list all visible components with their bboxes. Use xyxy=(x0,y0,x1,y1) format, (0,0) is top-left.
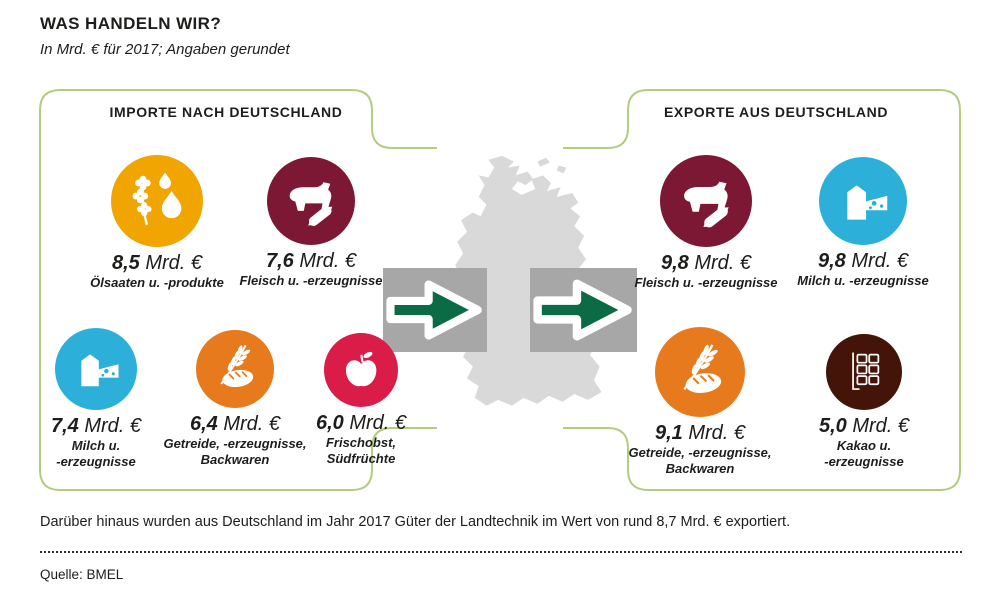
item-value: 6,0 Mrd. € xyxy=(315,412,407,434)
import-item-getreide: 6,4 Mrd. € Getreide, -erzeugnisse, Backwa… xyxy=(135,330,335,468)
milk-cheese-icon xyxy=(819,157,907,245)
item-value: 7,6 Mrd. € xyxy=(265,250,357,272)
item-value: 9,1 Mrd. € xyxy=(654,422,746,444)
item-label: Fleisch u. -erzeugnisse xyxy=(239,273,383,288)
export-arrow-band xyxy=(530,268,637,352)
export-item-fleisch: 9,8 Mrd. € Fleisch u. -erzeugnisse xyxy=(606,155,806,291)
item-value: 7,4 Mrd. € xyxy=(50,415,142,437)
wheat-bread-icon xyxy=(196,330,274,408)
oilseed-drops-icon xyxy=(111,155,203,247)
import-item-frischobst: 6,0 Mrd. € Frischobst, Südfrüchte xyxy=(291,333,431,467)
chocolate-icon xyxy=(826,334,902,410)
item-label: Milch u. -erzeugnisse xyxy=(797,273,929,288)
export-item-getreide: 9,1 Mrd. € Getreide, -erzeugnisse, Backwa… xyxy=(595,327,805,477)
page-title: WAS HANDELN WIR? xyxy=(40,14,222,33)
item-label: Milch u. -erzeugnisse xyxy=(56,438,136,469)
import-arrow-band xyxy=(383,268,487,352)
cattle-sausage-icon xyxy=(660,155,752,247)
import-item-fleisch: 7,6 Mrd. € Fleisch u. -erzeugnisse xyxy=(216,157,406,289)
source-text: Quelle: BMEL xyxy=(40,567,124,582)
import-item-oelsaaten: 8,5 Mrd. € Ölsaaten u. -produkte xyxy=(57,155,257,291)
export-item-milch: 9,8 Mrd. € Milch u. -erzeugnisse xyxy=(768,157,958,289)
exports-header: EXPORTE AUS DEUTSCHLAND xyxy=(663,104,889,120)
milk-cheese-icon xyxy=(55,328,137,410)
item-label: Fleisch u. -erzeugnisse xyxy=(634,275,778,290)
cattle-sausage-icon xyxy=(267,157,355,245)
apple-icon xyxy=(324,333,398,407)
item-label: Kakao u. -erzeugnisse xyxy=(824,438,904,469)
item-value: 5,0 Mrd. € xyxy=(818,415,910,437)
item-value: 8,5 Mrd. € xyxy=(111,252,203,274)
import-arrow-icon xyxy=(386,280,482,340)
item-label: Ölsaaten u. -produkte xyxy=(90,275,224,290)
export-item-kakao: 5,0 Mrd. € Kakao u. -erzeugnisse xyxy=(789,334,939,470)
dotted-divider xyxy=(40,551,962,553)
item-label: Frischobst, Südfrüchte xyxy=(325,435,397,466)
item-label: Getreide, -erzeugnisse, Backwaren xyxy=(163,436,307,467)
export-arrow-icon xyxy=(533,279,632,341)
item-value: 6,4 Mrd. € xyxy=(189,413,281,435)
wheat-bread-icon xyxy=(655,327,745,417)
item-label: Getreide, -erzeugnisse, Backwaren xyxy=(628,445,772,476)
item-value: 9,8 Mrd. € xyxy=(817,250,909,272)
page-subtitle: In Mrd. € für 2017; Angaben gerundet xyxy=(40,41,290,58)
imports-header: IMPORTE NACH DEUTSCHLAND xyxy=(109,104,343,120)
item-value: 9,8 Mrd. € xyxy=(660,252,752,274)
footnote-text: Darüber hinaus wurden aus Deutschland im… xyxy=(40,514,791,530)
import-item-milch: 7,4 Mrd. € Milch u. -erzeugnisse xyxy=(16,328,176,470)
